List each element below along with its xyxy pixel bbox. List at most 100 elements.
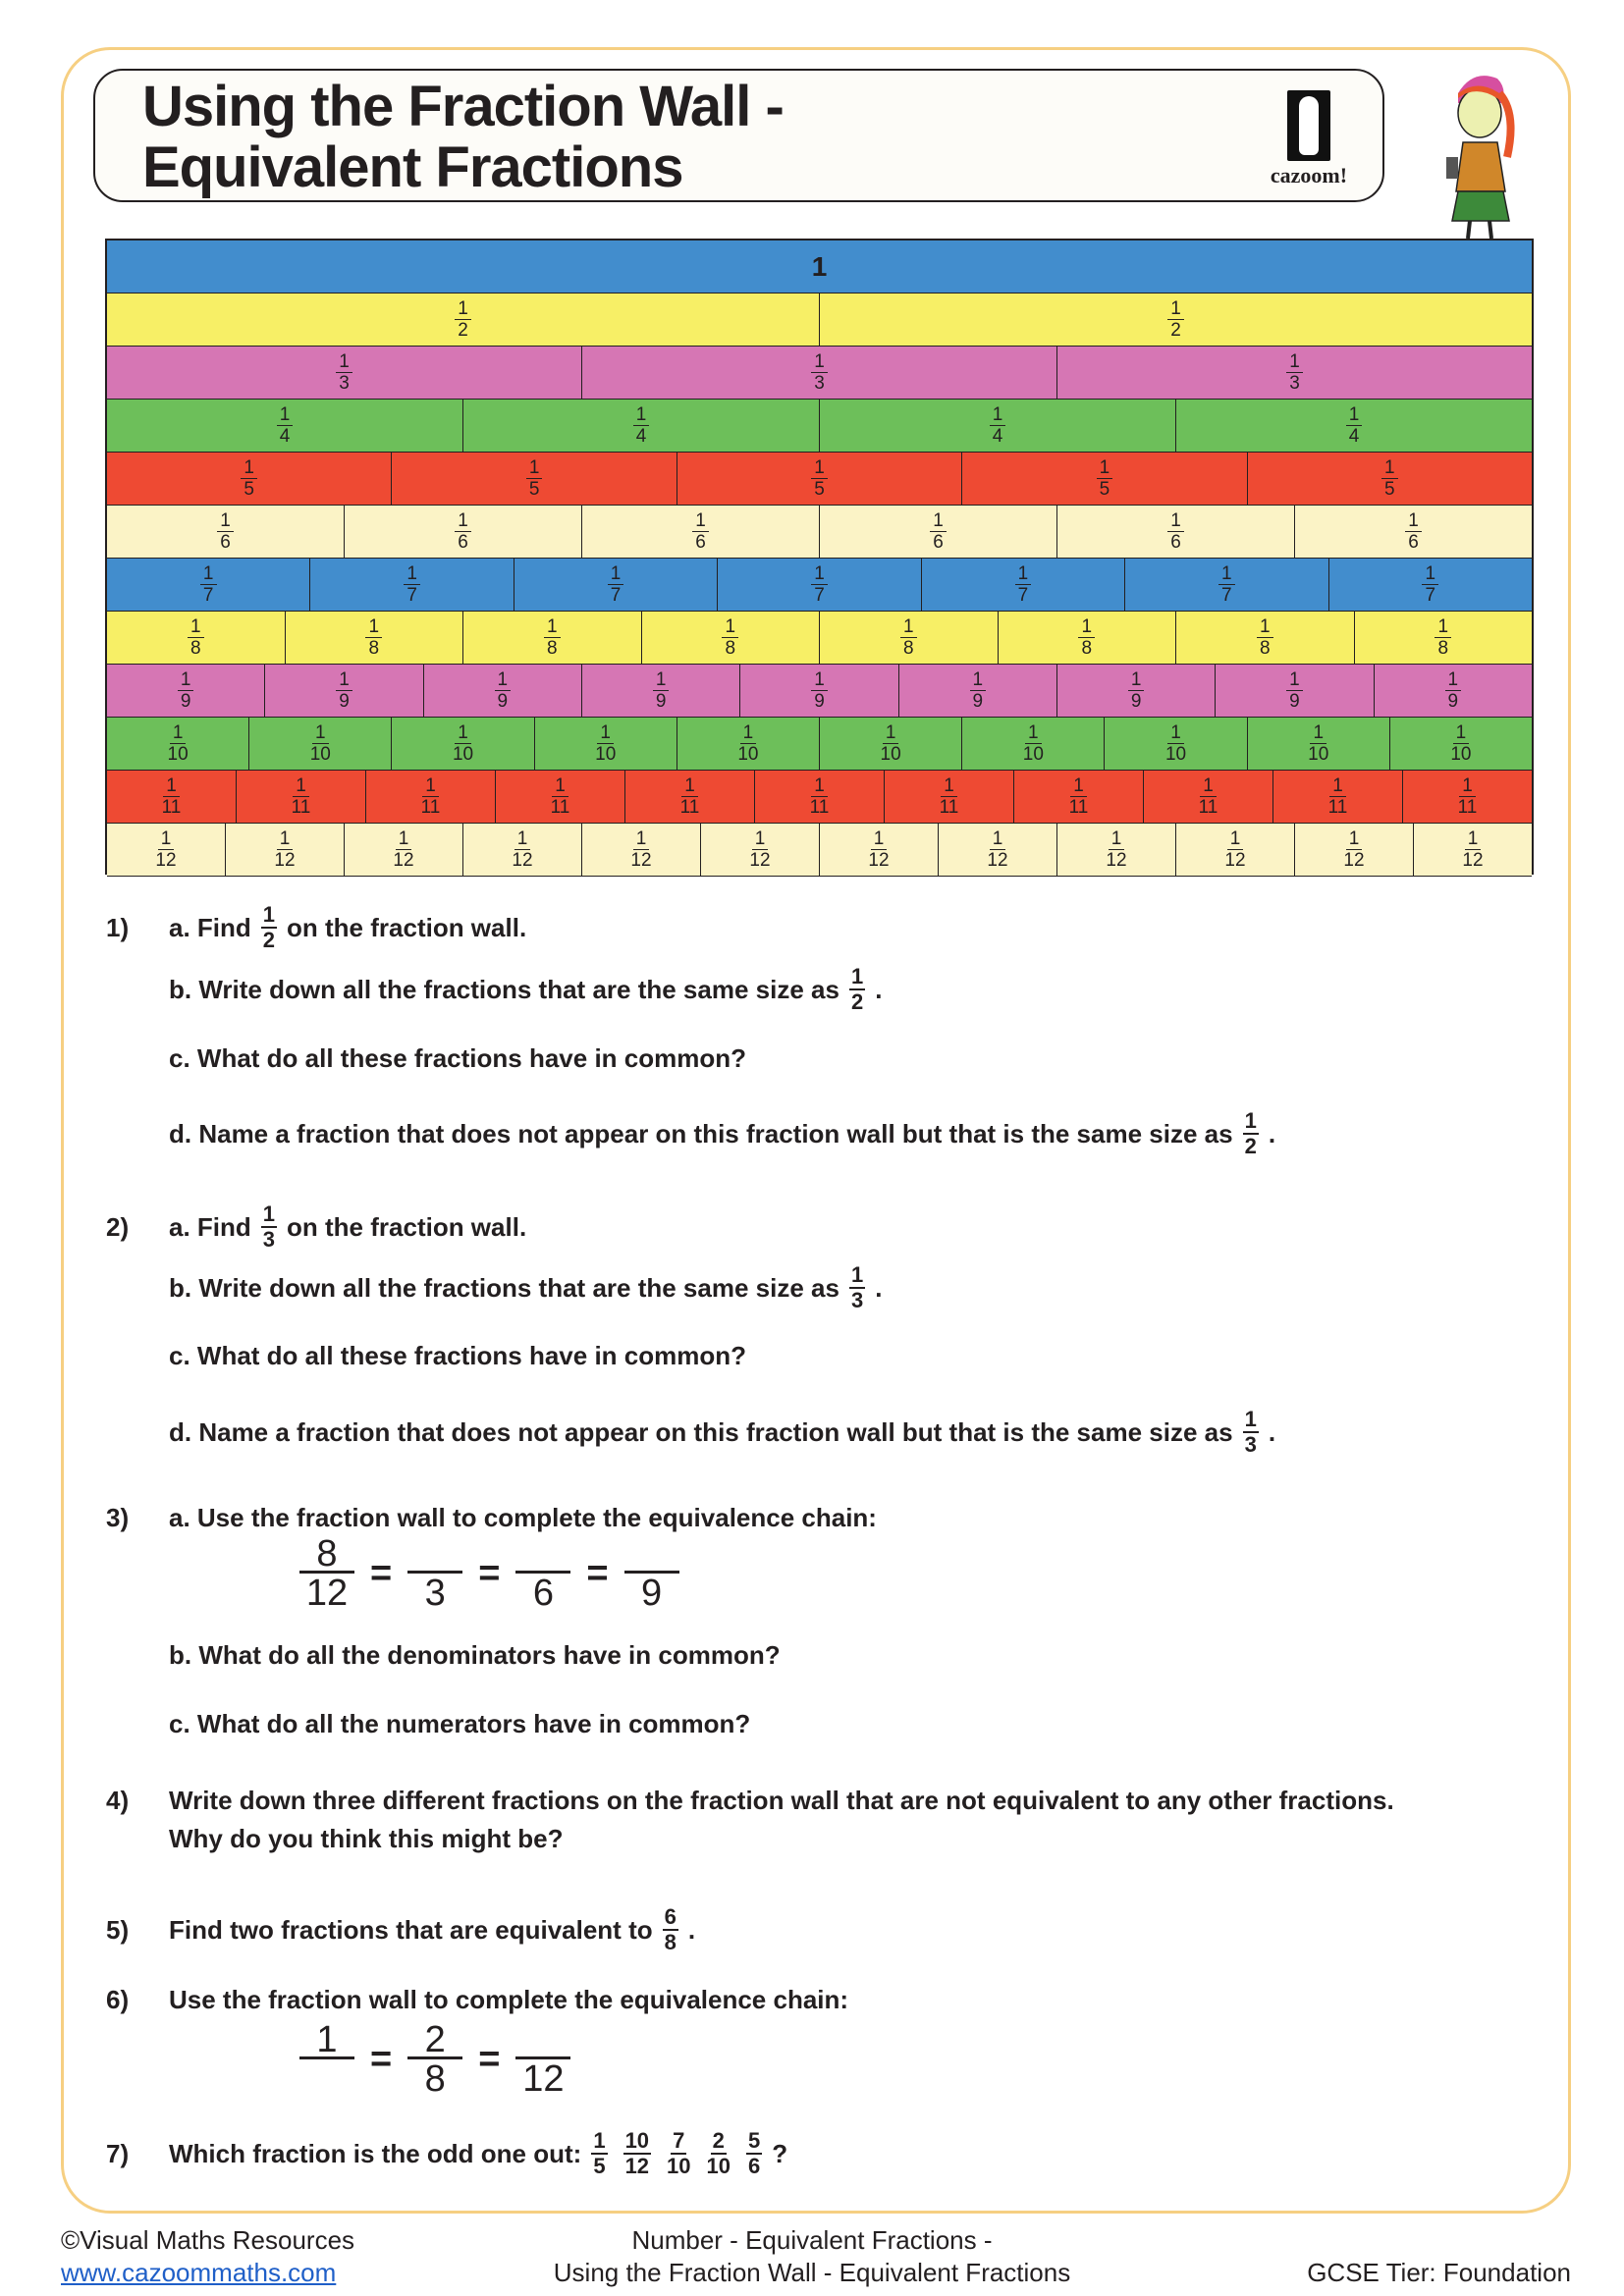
brick-fraction: 1 12 [868,829,889,870]
question-text: . [687,1914,696,1945]
denominator: 5 [1099,479,1110,500]
denominator: 12 [1343,850,1365,871]
numerator: 1 [870,829,888,850]
chain-fraction[interactable]: 1 [299,2020,354,2099]
question-number: 6) [106,1985,130,2014]
numerator: 1 [293,776,309,797]
numerator: 1 [1167,723,1184,744]
brick-fraction: 1 10 [453,723,473,764]
wall-row: 1 12 1 12 1 12 1 12 1 12 1 12 1 12 1 12 1 12 1 12 1 12 1 12 [107,824,1532,877]
wall-brick: 1 12 [820,824,939,877]
question-text: Use the fraction wall to complete the eq… [169,1984,849,2014]
numerator-blank[interactable] [515,1534,571,1574]
numerator: 1 [597,723,614,744]
wall-row: 1 11 1 11 1 11 1 11 1 11 1 11 1 11 1 11 1 11 1 11 1 11 [107,771,1532,824]
denominator: 12 [987,850,1008,871]
numerator: 1 [1242,1108,1259,1135]
denominator: 6 [933,532,944,553]
denominator: 11 [550,797,570,818]
chain-fraction[interactable]: 12 [515,2020,571,2099]
denominator: 10 [706,2154,731,2178]
numerator: 1 [1345,405,1363,426]
wall-brick: 1 10 [962,718,1106,771]
numerator: 1 [1167,511,1184,532]
numerator-blank[interactable] [407,1534,463,1574]
denominator: 11 [161,797,182,818]
denominator: 12 [512,850,533,871]
wall-row: 1 [107,240,1532,294]
numerator-blank[interactable] [515,2020,571,2059]
denominator: 12 [1462,850,1484,871]
numerator-blank[interactable] [623,1534,679,1574]
wall-brick: 1 10 [1389,718,1533,771]
wall-brick: 1 10 [107,718,250,771]
cazoom-logo: cazoom! [1265,90,1353,188]
website-link[interactable]: www.cazoommaths.com [61,2258,337,2287]
logo-mark-icon [1287,90,1330,161]
chain-fraction[interactable]: 3 [407,1534,463,1613]
brick-fraction: 1 12 [630,829,651,870]
brick-fraction: 1 11 [810,776,830,817]
brick-fraction: 1 12 [1343,829,1364,870]
numerator: 1 [848,1262,866,1289]
numerator: 1 [1444,670,1462,691]
question-line: d. Name a fraction that does not appear … [167,1409,1277,1456]
denominator: 8 [1437,638,1449,659]
brick-fraction: 1 12 [393,829,413,870]
numerator: 1 [187,617,204,638]
denominator: 4 [992,426,1003,447]
numerator: 1 [1070,776,1087,797]
numerator: 7 [671,2128,687,2155]
denominator: 9 [339,691,350,712]
brick-fraction: 1 10 [1450,723,1471,764]
wall-brick: 1 10 [820,718,963,771]
denominator: 7 [1221,585,1232,606]
brick-fraction: 1 10 [595,723,616,764]
numerator: 1 [299,2020,354,2059]
denominator: 7 [202,585,214,606]
denominator: 8 [1259,638,1271,659]
numerator: 1 [543,617,561,638]
chain-fraction[interactable]: 6 [515,1534,571,1613]
brick-fraction: 1 11 [940,776,959,817]
wall-brick: 1 12 [939,824,1057,877]
denominator: 12 [868,850,890,871]
numerator: 1 [1381,458,1398,479]
denominator: 8 [189,638,201,659]
denominator: 10 [1164,744,1187,765]
wall-brick: 1 12 [1414,824,1532,877]
denominator: 12 [624,2154,650,2178]
denominator: 8 [902,638,914,659]
brick-fraction: 1 11 [680,776,700,817]
chain-fraction[interactable]: 9 [623,1534,679,1613]
title-box: Using the Fraction Wall - Equivalent Fra… [93,69,1384,202]
question-text: . [875,1272,883,1303]
numerator: 1 [1167,299,1184,320]
denominator: 2 [1170,320,1181,341]
denominator: 6 [1170,532,1181,553]
denominator: 7 [1017,585,1029,606]
denominator: 10 [1022,744,1044,765]
